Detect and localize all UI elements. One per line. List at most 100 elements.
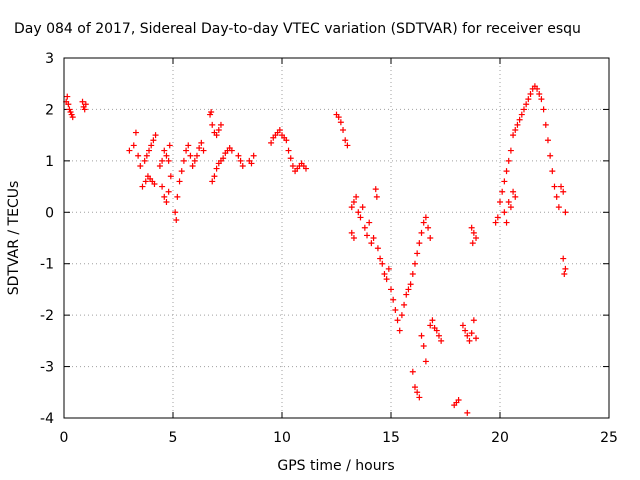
data-point — [416, 394, 423, 401]
data-point — [392, 307, 399, 313]
data-point — [562, 265, 569, 272]
data-point — [289, 163, 296, 169]
y-tick-label: -3 — [40, 360, 54, 376]
data-point — [217, 121, 224, 128]
data-point — [185, 142, 192, 149]
data-point — [150, 137, 157, 144]
data-point — [193, 152, 200, 159]
data-point — [141, 157, 148, 164]
data-point — [161, 147, 168, 154]
data-point — [555, 204, 562, 211]
data-point — [547, 152, 554, 159]
data-point — [542, 121, 549, 128]
data-point — [560, 188, 567, 195]
data-point — [151, 181, 158, 187]
data-point — [470, 229, 477, 236]
data-point — [507, 147, 514, 154]
data-point — [525, 96, 532, 103]
data-point — [418, 332, 425, 339]
data-point — [501, 178, 508, 185]
data-point — [512, 193, 519, 200]
data-point — [374, 245, 381, 252]
data-point — [501, 209, 508, 216]
data-point — [69, 114, 76, 121]
data-point — [562, 209, 569, 216]
data-point — [132, 129, 139, 136]
data-point — [174, 193, 181, 200]
data-point — [510, 188, 517, 195]
data-point — [503, 219, 510, 226]
data-point — [173, 217, 180, 223]
data-point — [302, 165, 309, 172]
data-point — [191, 157, 198, 164]
data-point — [366, 219, 373, 226]
data-point — [146, 147, 153, 154]
data-point — [235, 152, 242, 159]
data-point — [239, 163, 246, 169]
data-point — [163, 199, 170, 205]
y-tick-label: -2 — [40, 308, 54, 324]
data-point — [459, 322, 466, 329]
data-point — [359, 204, 366, 211]
data-point — [337, 119, 344, 126]
data-point — [538, 96, 545, 103]
data-point — [403, 291, 410, 298]
data-point — [166, 142, 173, 149]
data-point — [411, 384, 418, 391]
data-point — [420, 343, 427, 349]
chart-title: Day 084 of 2017, Sidereal Day-to-day VTE… — [14, 21, 581, 37]
data-point — [250, 152, 257, 159]
data-point — [200, 147, 207, 154]
data-point — [285, 147, 292, 154]
y-tick-label: 1 — [45, 154, 54, 170]
data-point — [196, 145, 203, 151]
data-point — [409, 271, 416, 277]
data-point — [287, 155, 294, 162]
data-point — [152, 132, 159, 139]
data-point — [156, 163, 163, 169]
data-point — [372, 186, 379, 193]
data-point — [518, 111, 525, 118]
data-point — [540, 106, 547, 113]
data-point — [468, 330, 475, 337]
data-point — [438, 337, 445, 344]
data-point — [143, 152, 150, 159]
data-point — [64, 93, 71, 100]
x-axis-label: GPS time / hours — [277, 458, 394, 474]
data-point — [505, 199, 512, 205]
data-point — [348, 229, 355, 236]
data-point — [492, 219, 499, 226]
data-point — [355, 209, 362, 216]
data-point — [335, 114, 342, 121]
data-point — [507, 204, 514, 211]
data-point — [237, 157, 244, 164]
data-point — [357, 214, 364, 221]
data-point — [549, 168, 556, 175]
data-point — [499, 188, 506, 195]
data-point — [394, 317, 401, 324]
data-point — [350, 199, 357, 205]
data-point — [276, 127, 283, 133]
data-point — [135, 152, 142, 159]
plot-frame — [63, 57, 610, 419]
data-point — [494, 214, 501, 221]
data-point — [422, 358, 429, 365]
data-point — [342, 137, 349, 144]
data-point — [422, 214, 429, 221]
x-tick-label: 5 — [169, 430, 178, 446]
data-point — [514, 121, 521, 128]
data-point — [65, 101, 72, 108]
data-point — [553, 193, 560, 200]
data-point — [388, 286, 394, 293]
data-point — [126, 147, 133, 154]
data-point — [228, 147, 235, 154]
data-point — [473, 335, 480, 342]
data-point — [81, 106, 88, 113]
data-point — [183, 147, 190, 154]
data-point — [516, 116, 523, 123]
data-point — [551, 183, 558, 190]
x-tick-label: 15 — [382, 430, 400, 446]
data-point — [381, 271, 388, 277]
data-point — [473, 235, 480, 241]
data-point — [420, 219, 427, 226]
